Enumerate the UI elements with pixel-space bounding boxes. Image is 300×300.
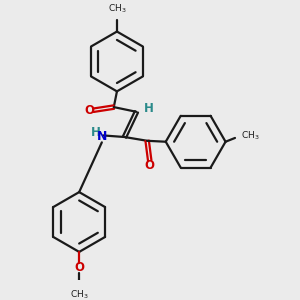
- Text: CH$_3$: CH$_3$: [70, 288, 88, 300]
- Text: N: N: [97, 130, 107, 143]
- Text: H: H: [143, 102, 153, 115]
- Text: CH$_3$: CH$_3$: [108, 3, 126, 15]
- Text: CH$_3$: CH$_3$: [241, 130, 260, 142]
- Text: O: O: [145, 158, 155, 172]
- Text: H: H: [91, 126, 101, 139]
- Text: O: O: [84, 104, 94, 117]
- Text: O: O: [74, 261, 84, 274]
